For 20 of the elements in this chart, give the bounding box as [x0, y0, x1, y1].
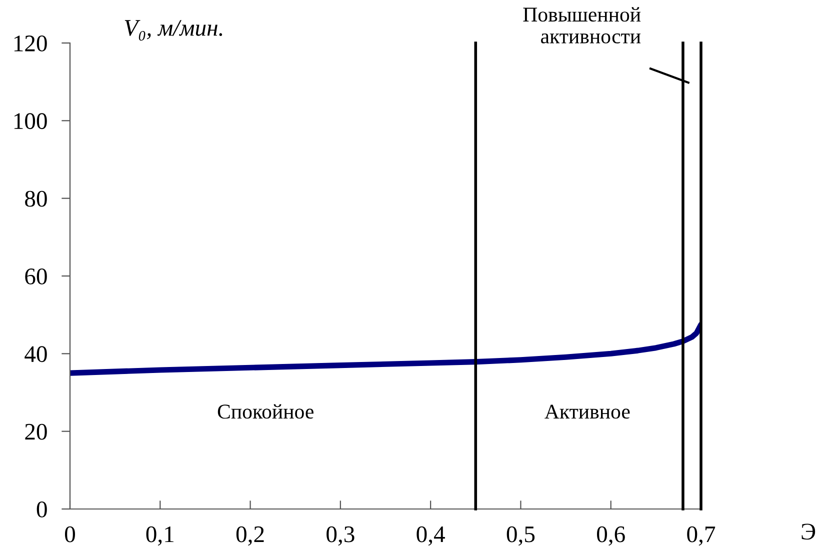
y-tick-label: 120 [14, 35, 47, 52]
y-tick-label: 60 [25, 268, 47, 284]
x-tick-label: 0,5 [506, 526, 535, 546]
x-tick-label: 0,3 [326, 526, 354, 546]
y-tick-label: 40 [24, 346, 47, 362]
x-tick-label: 0,4 [416, 526, 445, 546]
x-tick-label: 0,1 [146, 526, 174, 546]
y-tick-label: 20 [25, 424, 47, 440]
y-tick-label: 0 [36, 501, 47, 518]
annotation: Повышенной активности [523, 7, 641, 44]
x-tick-label: 0,2 [236, 526, 264, 546]
x-tick-label: 0,6 [597, 526, 625, 546]
y-axis-title: V₀, м/мин. [124, 20, 222, 41]
annotation: Спокойное [218, 404, 314, 419]
x-axis-title: Э [802, 524, 816, 540]
y-tick-label: 100 [14, 113, 47, 130]
annotation: Активное [544, 404, 630, 419]
x-tick-label: 0 [64, 526, 76, 542]
y-tick-label: 80 [25, 190, 47, 207]
x-tick-label: 0,7 [687, 526, 716, 546]
